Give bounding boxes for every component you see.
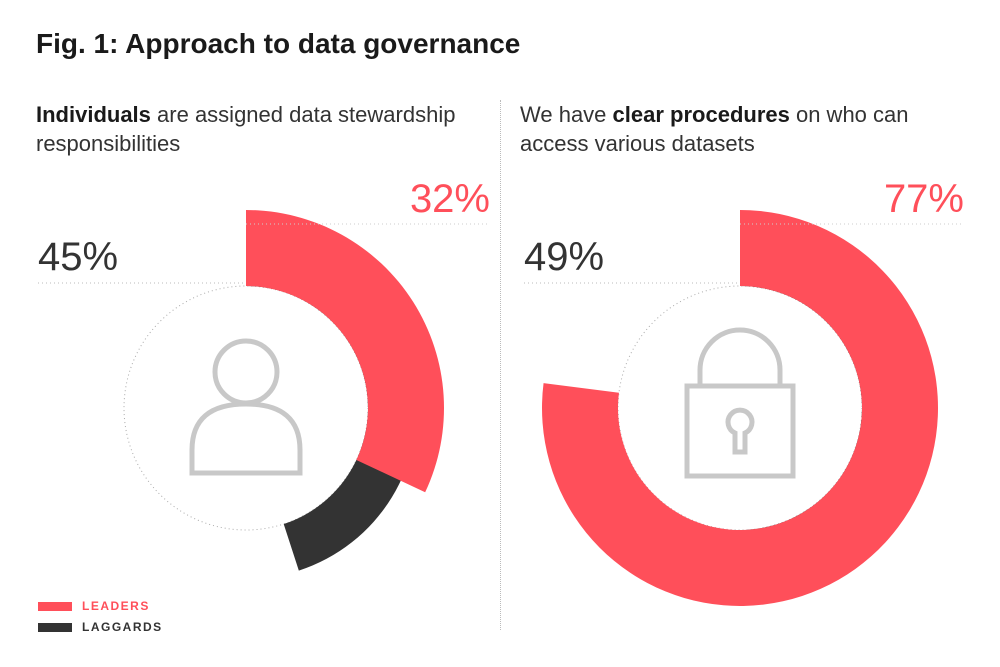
ring-chart-stewardship: 32% 45% xyxy=(38,177,490,571)
legend: LEADERS LAGGARDS xyxy=(38,596,163,638)
ring-chart-access: 77% 49% xyxy=(524,177,964,606)
chart-heading: We have clear procedures on who can acce… xyxy=(520,102,909,156)
ring-segment-leaders xyxy=(542,210,938,606)
panel-access-procedures: We have clear procedures on who can acce… xyxy=(520,100,980,158)
legend-swatch-laggards xyxy=(38,622,72,632)
panel-divider xyxy=(500,100,501,630)
inner-circle xyxy=(123,285,369,531)
padlock-icon xyxy=(684,327,796,479)
value-label-leaders: 32% xyxy=(410,177,490,221)
legend-item-leaders: LEADERS xyxy=(38,596,163,616)
panel-data-stewardship: Individuals are assigned data stewardshi… xyxy=(36,100,476,158)
value-label-laggards: 49% xyxy=(524,235,604,279)
heading-emphasis: clear procedures xyxy=(612,102,790,127)
chart-heading: Individuals are assigned data stewardshi… xyxy=(36,102,456,156)
legend-swatch-leaders xyxy=(38,601,72,611)
legend-item-laggards: LAGGARDS xyxy=(38,617,163,637)
legend-label: LAGGARDS xyxy=(82,620,163,634)
value-label-leaders: 77% xyxy=(884,177,964,221)
heading-emphasis: Individuals xyxy=(36,102,151,127)
person-icon xyxy=(189,338,303,476)
ring-segment-leaders xyxy=(246,210,444,493)
page-title: Fig. 1: Approach to data governance xyxy=(36,28,521,59)
legend-label: LEADERS xyxy=(82,599,150,613)
value-label-laggards: 45% xyxy=(38,235,118,279)
